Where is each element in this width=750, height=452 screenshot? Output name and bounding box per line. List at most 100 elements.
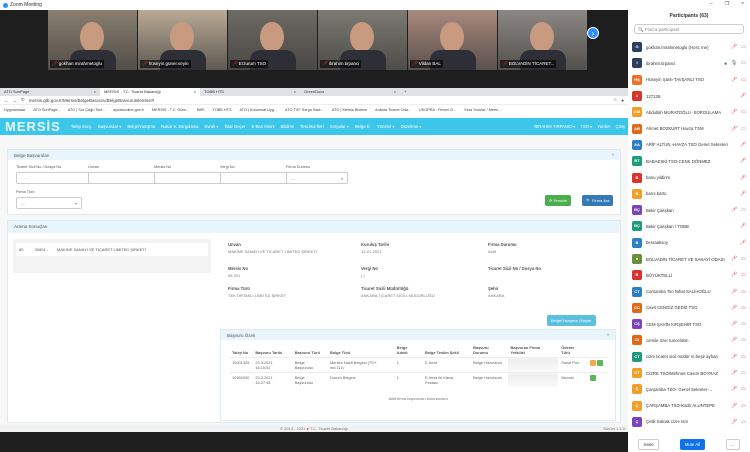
bookmark-item[interactable]: UKOPRA - Resmi G... bbox=[419, 107, 457, 112]
participant-row[interactable]: BÇ Bekir Çalışkan / TOBB 🎤︎ bbox=[628, 218, 750, 234]
edit-icon[interactable] bbox=[590, 360, 597, 366]
participant-row[interactable]: Ç Çarşamba TSO- Genel Sekreter-... 🎤︎ ▭ bbox=[628, 381, 750, 397]
nav-menu-item[interactable]: Belge D. bbox=[354, 124, 371, 129]
nav-menu-item[interactable]: Düzeltme ▾ bbox=[400, 124, 422, 129]
profile-icon[interactable]: ● bbox=[621, 97, 624, 103]
collapse-icon[interactable]: ^ bbox=[611, 153, 614, 158]
search-firm-button[interactable]: 🔍 Firma Ara bbox=[582, 195, 614, 206]
help-link[interactable]: Yardım bbox=[597, 124, 611, 129]
bookmark-item[interactable]: Uygulamalar bbox=[4, 107, 26, 112]
nav-menu-item[interactable]: Tescilsiz İleri bbox=[300, 124, 324, 129]
popout-icon[interactable]: ❐ bbox=[724, 1, 730, 7]
bookmark-item[interactable]: Sera Sorular / Mersi... bbox=[464, 107, 502, 112]
invite-button[interactable]: Invite bbox=[638, 438, 659, 450]
user-menu[interactable]: İBRAHIM TIRPANCI ▾ bbox=[534, 124, 576, 129]
participant-row[interactable]: HŞ Hüseyin Şanlı-TAVŞANLI TSO 🎤︎ ▭ bbox=[628, 72, 750, 88]
nav-menu-item[interactable]: Belge/Yazışma bbox=[127, 124, 156, 129]
nav-menu-item[interactable]: Evrak ▾ bbox=[204, 124, 219, 129]
participant-row[interactable]: CT CİZRE TSO/Mehmet Casım BOYRAZ 🎤︎ ▭ bbox=[628, 365, 750, 381]
nav-menu-item[interactable]: Yöneler ▾ bbox=[376, 124, 395, 129]
video-tile[interactable]: 🎤︎ibrahim.tirpanci bbox=[318, 10, 407, 70]
bookmark-item[interactable]: ATO | Sor Çağrı Sist... bbox=[67, 107, 106, 112]
nav-menu-item[interactable]: Sorgular ▾ bbox=[329, 124, 349, 129]
video-tile[interactable]: 🎤︎BOLVADİN TİCARET... bbox=[498, 10, 587, 70]
result-list-item[interactable]: 80 30801 - MAKİNE SANAYİ VE TİCARET LİMİ… bbox=[16, 243, 208, 256]
participant-row[interactable]: B BÜYÜKTELLİ 🎤︎ ▭ bbox=[628, 267, 750, 283]
tab-close-icon[interactable]: × bbox=[393, 89, 396, 94]
nav-menu-item[interactable]: Nakar V. Sorgulama bbox=[161, 124, 199, 129]
forward-icon[interactable]: → bbox=[12, 97, 18, 103]
nav-menu-item[interactable]: Başvurular ▾ bbox=[98, 124, 122, 129]
nav-menu-item[interactable]: İhtar Geçer bbox=[224, 124, 246, 129]
participant-row[interactable]: CC Cavit CENGİZ GEDİZ TSO 🎤︎ ▭ bbox=[628, 300, 750, 316]
participant-row[interactable]: 1 127139 🎤︎ bbox=[628, 88, 750, 104]
participant-row[interactable]: BÇ Bekir Çalışkan 🎤︎ ▭ bbox=[628, 202, 750, 218]
bookmark-item[interactable]: ATO SunPage - bbox=[33, 107, 60, 112]
bookmark-item[interactable]: ATO | Kurumsal Uyg... bbox=[239, 107, 278, 112]
mute-all-button[interactable]: Mute All bbox=[679, 438, 705, 450]
reload-icon[interactable]: ↻ bbox=[21, 97, 25, 102]
participant-row[interactable]: AA ARİF ALTUN -HAVZA TSO Genel Sekreteri 🎤… bbox=[628, 137, 750, 153]
select-dropdown[interactable]: --- ▾ bbox=[286, 172, 348, 184]
participant-row[interactable]: CT cizre ticaret sicil müdür m.beşir ayha… bbox=[628, 349, 750, 365]
view-document-icon[interactable] bbox=[597, 360, 604, 366]
browser-tab[interactable]: MERSİS - T.C. Ticaret Bakanlığı × bbox=[100, 88, 200, 96]
participant-row[interactable]: AM Abdullah MURATOĞLU -SORGULAMA 🎤︎ ▭ bbox=[628, 104, 750, 120]
participant-row[interactable]: Ct cemile özer tuncelitsm 🎤︎ ▭ bbox=[628, 332, 750, 348]
tab-close-icon[interactable]: × bbox=[193, 89, 196, 94]
bookmark-item[interactable]: Ankara Ticaret Oda... bbox=[375, 107, 412, 112]
video-tile[interactable]: 🎤︎gokhan.mirahmetoglu bbox=[48, 10, 137, 70]
tab-close-icon[interactable]: × bbox=[93, 89, 96, 94]
create-document-button[interactable]: Belge/Yazışma Oluştur bbox=[547, 315, 596, 326]
select-dropdown[interactable]: --- ▾ bbox=[16, 197, 82, 209]
video-tile[interactable]: 🎤︎Vildan BAL bbox=[408, 10, 497, 70]
new-tab-button[interactable]: + bbox=[404, 89, 407, 94]
clear-button[interactable]: ⟳ Temizle bbox=[545, 195, 571, 206]
bookmark-item[interactable]: ATO | Mersis Bildirim bbox=[331, 107, 368, 112]
nav-menu-item[interactable]: Talep Sorg. bbox=[70, 124, 93, 129]
browser-tab[interactable]: GreenDocs × bbox=[300, 88, 400, 96]
bookmark-item[interactable]: MERSİS - T.C. Güm... bbox=[151, 107, 189, 112]
avatar: HŞ bbox=[632, 74, 642, 85]
url-input[interactable]: mersis.gtb.gov.tr/Mersis/BelgeBasvuru/Be… bbox=[28, 97, 154, 103]
exit-link[interactable]: Çıkış bbox=[615, 124, 625, 129]
nav-menu-item[interactable]: E-Ban Metni bbox=[251, 124, 275, 129]
collapse-icon[interactable]: ^ bbox=[606, 333, 609, 338]
participant-row[interactable]: Ç ÇARŞAMBA TSO-Kadir ALUNTEPE 🎤︎ ▭ bbox=[628, 398, 750, 414]
bookmark-item[interactable]: ayudaonline.gov.tr bbox=[113, 107, 144, 112]
minimize-icon[interactable]: – bbox=[709, 1, 713, 7]
video-tile[interactable]: 🎤︎Erzurum TSO bbox=[228, 10, 317, 70]
mersis-logo[interactable]: MERSİS bbox=[5, 119, 61, 134]
participant-row[interactable]: Ç Çelik Salcak cizre tsm 🎤︎ ▭ bbox=[628, 414, 750, 430]
participant-search-input[interactable]: 🔍 Find a participant bbox=[634, 24, 744, 34]
next-videos-button[interactable]: › bbox=[587, 27, 599, 39]
participant-row[interactable]: BT BABAESKİ TSO-CENK DÖNMEZ 🎤︎ bbox=[628, 153, 750, 169]
more-button[interactable]: ... bbox=[725, 438, 740, 450]
bookmark-item[interactable]: BBS bbox=[196, 107, 205, 112]
participant-row[interactable]: ● BOLVADİN TİCARET VE SANAYİ ODASI 🎤︎ ▭ bbox=[628, 251, 750, 267]
participant-row[interactable]: CŞ CEM ŞAHİN KIRŞEHİR TSO 🎤︎ ▭ bbox=[628, 316, 750, 332]
close-icon[interactable]: × bbox=[741, 1, 744, 7]
star-icon[interactable]: ☆ bbox=[613, 97, 618, 102]
bookmark-item[interactable]: ATO TVF Sorgu Sate... bbox=[285, 107, 324, 112]
participant-row[interactable]: AB Ahmet BOZKURT Havza TSM 🎤︎ ▭ bbox=[628, 120, 750, 136]
video-tile[interactable]: 🎤︎hüseyin.güner.seyin bbox=[138, 10, 227, 70]
column-header: Belge Türü bbox=[330, 350, 351, 355]
back-icon[interactable]: ← bbox=[4, 97, 9, 103]
tab-close-icon[interactable]: × bbox=[293, 89, 296, 94]
role-menu[interactable]: TSO ▾ bbox=[580, 124, 593, 129]
bookmark-item[interactable]: TOBB HTS bbox=[212, 107, 232, 112]
muted-mic-icon: 🎤︎ bbox=[412, 61, 418, 66]
browser-tab[interactable]: ATO SunPage × bbox=[0, 88, 100, 96]
view-document-icon[interactable] bbox=[590, 375, 597, 381]
browser-tab[interactable]: TOBB HTS × bbox=[200, 88, 300, 96]
participant-row[interactable]: CT Carsamba Tso Nihat SALİHOĞLU 🎤︎ ▭ bbox=[628, 283, 750, 299]
table-cell: Durum Belgesi bbox=[327, 372, 394, 387]
nav-menu-item[interactable]: Bildirim bbox=[280, 124, 295, 129]
